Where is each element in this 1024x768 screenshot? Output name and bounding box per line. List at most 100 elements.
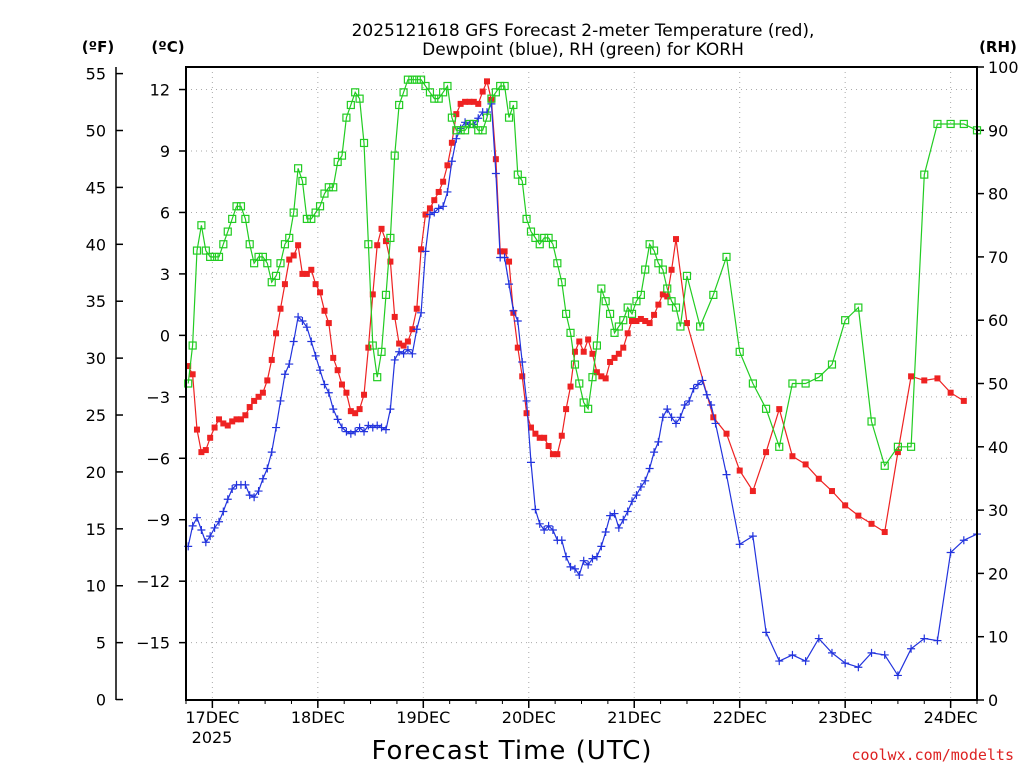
dewpoint-point — [215, 517, 224, 526]
rh-point — [210, 252, 219, 261]
rh-point — [682, 271, 692, 280]
rh-point — [425, 88, 435, 97]
f-axis-tick-label: 0 — [96, 691, 106, 710]
dewpoint-point — [557, 536, 566, 545]
rh-point — [192, 246, 202, 255]
rh-point — [959, 119, 968, 129]
dewpoint-point — [522, 396, 531, 405]
temperature-point — [659, 291, 666, 298]
dewpoint-point — [417, 308, 426, 317]
c-axis-tick-label: 6 — [160, 203, 170, 222]
axes: 129630−3−6−9−12−155550454035302520151050… — [86, 58, 1019, 727]
x-axis-title: Forecast Time (UTC) — [371, 736, 652, 766]
dewpoint-point — [788, 650, 797, 659]
rh-point — [368, 341, 377, 350]
temperature-point — [651, 311, 658, 318]
dewpoint-point — [197, 525, 206, 534]
rh-point — [412, 75, 421, 84]
temperature-point — [246, 404, 253, 411]
x-axis-tick-label: 24DEC — [924, 708, 978, 727]
rh-point — [623, 303, 632, 312]
temperature-point — [589, 350, 596, 357]
temperature-point — [629, 318, 636, 325]
unit-label-rh: (RH) — [979, 38, 1017, 56]
dewpoint-point — [597, 542, 606, 551]
temperature-point — [207, 434, 214, 441]
rh-point — [333, 157, 342, 167]
temperature-point — [545, 442, 552, 449]
rh-point — [893, 442, 903, 451]
temperature-point — [422, 211, 429, 218]
temperature-point — [749, 488, 756, 495]
temperature-point — [233, 416, 240, 423]
dewpoint-point — [509, 306, 518, 315]
rh-point — [329, 183, 338, 192]
dewpoint-point — [337, 423, 346, 432]
rh-point — [386, 233, 395, 243]
rh-point — [324, 183, 333, 192]
temperature-point — [789, 453, 796, 460]
temperature-point — [855, 512, 862, 519]
rh-point — [439, 88, 448, 97]
temperature-point — [374, 242, 381, 249]
rh-point — [232, 202, 241, 211]
dewpoint-point — [188, 521, 197, 530]
dewpoint-point — [579, 556, 588, 565]
rh-point — [709, 290, 718, 299]
rh-point — [241, 214, 250, 224]
temperature-point — [908, 373, 915, 380]
temperature-point — [361, 391, 368, 398]
rh-point — [307, 214, 316, 224]
temperature-point — [409, 326, 416, 333]
temperature-point — [286, 256, 293, 263]
rh-point — [294, 164, 303, 173]
temperature-point — [580, 348, 587, 355]
temperature-point — [211, 424, 218, 431]
dewpoint-point — [933, 636, 942, 645]
c-axis-tick-label: 9 — [160, 142, 170, 161]
rh-point — [566, 328, 575, 337]
dewpoint-point — [412, 325, 421, 334]
dewpoint-point — [636, 482, 645, 491]
temperature-point — [317, 289, 324, 296]
rh-point — [696, 322, 705, 331]
c-axis-tick-label: −3 — [146, 388, 170, 407]
rh-point — [671, 303, 681, 312]
rh-point — [553, 259, 562, 268]
dewpoint-point — [421, 247, 430, 256]
temperature-point — [378, 225, 385, 232]
rh-point — [827, 360, 837, 369]
temperature-point — [624, 330, 631, 337]
temperature-point — [356, 406, 363, 413]
rh-point — [518, 176, 527, 186]
temperature-point — [220, 420, 227, 427]
rh-point — [854, 303, 863, 312]
rh-point — [500, 81, 509, 91]
dewpoint-point — [570, 564, 579, 573]
temperature-point — [881, 529, 888, 536]
rh-point — [658, 265, 667, 274]
rh-point — [289, 208, 298, 217]
temperature-point — [457, 100, 464, 107]
temperature-point — [554, 451, 561, 458]
temperature-point — [382, 238, 389, 245]
dewpoint-point — [867, 648, 876, 657]
rh-point — [351, 88, 360, 97]
dewpoint-point — [377, 423, 386, 432]
rh-point — [880, 461, 889, 470]
dewpoint-point — [628, 497, 637, 506]
rh-point — [570, 360, 580, 369]
rh-axis-tick-label: 10 — [988, 628, 1008, 647]
temperature-point — [255, 393, 262, 400]
temperature-point — [934, 375, 941, 382]
temperature-point — [431, 197, 438, 204]
temperature-point — [440, 178, 447, 185]
dewpoint-point — [474, 114, 483, 123]
rh-point — [663, 284, 672, 293]
f-axis-tick-label: 45 — [86, 178, 106, 197]
dewpoint-point — [601, 528, 610, 537]
temperature-point — [519, 373, 526, 380]
dewpoint-point — [307, 337, 316, 346]
temperature-point — [567, 383, 574, 390]
series-temperature — [185, 78, 967, 536]
